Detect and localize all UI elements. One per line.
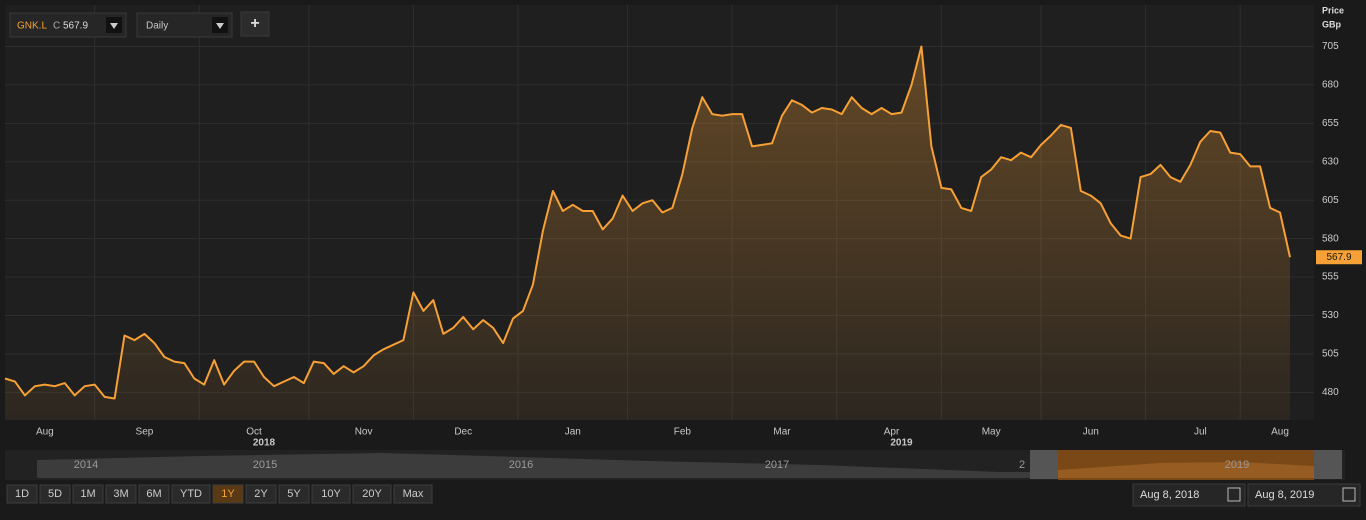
y-tick-label: 705 [1322, 41, 1339, 52]
navigator-year: 2019 [1225, 459, 1249, 471]
add-icon: + [250, 15, 259, 32]
close-price: 567.9 [63, 21, 88, 32]
range-button[interactable] [171, 484, 211, 504]
navigator-selection-silhouette [1058, 462, 1314, 478]
range-button-label: 5Y [287, 488, 301, 500]
range-button[interactable] [278, 484, 310, 504]
range-button-label: 20Y [362, 488, 382, 500]
navigator-handle-right[interactable] [1314, 450, 1342, 479]
range-button[interactable] [212, 484, 244, 504]
navigator-year: 2 [1019, 459, 1025, 471]
range-button-label: 1Y [221, 488, 235, 500]
navigator-year: 2016 [509, 459, 533, 471]
x-tick-label: Aug [1271, 427, 1289, 438]
range-button[interactable] [138, 484, 170, 504]
y-tick-label: 655 [1322, 118, 1339, 129]
symbol: GNK.L [17, 21, 47, 32]
date-from-box[interactable] [1132, 483, 1246, 507]
x-tick-label: Feb [674, 427, 692, 438]
y-tick-label: 555 [1322, 272, 1339, 283]
x-tick-label: Oct [246, 427, 262, 438]
navigator-handle-left[interactable] [1030, 450, 1058, 479]
interval: Daily [146, 21, 168, 32]
y-tick-label: 530 [1322, 310, 1339, 321]
x-tick-label: May [982, 427, 1001, 438]
x-tick-label: Jul [1194, 427, 1207, 438]
last-price-label: 567.9 [1326, 252, 1351, 263]
navigator-year: 2015 [253, 459, 277, 471]
price-line [4, 45, 1291, 400]
y-tick-label: 605 [1322, 195, 1339, 206]
range-button[interactable] [393, 484, 433, 504]
x-tick-label: Mar [773, 427, 791, 438]
range-button[interactable] [72, 484, 104, 504]
range-button-label: 10Y [321, 488, 341, 500]
y-tick-label: 680 [1322, 80, 1339, 91]
x-tick-label: Jan [565, 427, 581, 438]
y-tick-label: 505 [1322, 349, 1339, 360]
date-to-box[interactable] [1247, 483, 1361, 507]
y-axis-title: Price [1322, 5, 1344, 15]
range-button[interactable] [245, 484, 277, 504]
date-to: Aug 8, 2019 [1255, 489, 1314, 501]
x-tick-label: Apr [884, 427, 900, 438]
area [5, 46, 1290, 420]
x-tick-label: Aug [36, 427, 54, 438]
dropdown-arrow [110, 23, 118, 29]
range-button[interactable] [6, 484, 38, 504]
x-tick-label: Jun [1083, 427, 1099, 438]
y-tick-label: 580 [1322, 233, 1339, 244]
navigator-silhouette [37, 453, 1030, 478]
dropdown-arrow [216, 23, 224, 29]
x-year-label: 2018 [253, 438, 276, 449]
x-tick-label: Sep [136, 427, 154, 438]
range-button-label: YTD [180, 488, 202, 500]
x-tick-label: Nov [355, 427, 373, 438]
range-button-label: 5D [48, 488, 62, 500]
date-from: Aug 8, 2018 [1140, 489, 1199, 501]
range-button-label: 1D [15, 488, 29, 500]
navigator-year: 2017 [765, 459, 789, 471]
range-button[interactable] [352, 484, 392, 504]
x-tick-label: Dec [454, 427, 472, 438]
navigator-year: 2014 [74, 459, 98, 471]
range-button-label: 6M [146, 488, 161, 500]
calendar-icon[interactable] [1227, 487, 1241, 502]
y-axis-unit: GBp [1322, 19, 1342, 29]
y-tick-label: 480 [1322, 387, 1339, 398]
x-year-label: 2019 [890, 438, 913, 449]
range-button-label: 3M [113, 488, 128, 500]
y-tick-label: 630 [1322, 156, 1339, 167]
range-button-label: 2Y [254, 488, 268, 500]
range-button-label: 1M [80, 488, 95, 500]
range-button[interactable] [311, 484, 351, 504]
range-button[interactable] [39, 484, 71, 504]
calendar-icon[interactable] [1342, 487, 1356, 502]
add-button[interactable] [240, 11, 270, 37]
range-button[interactable] [105, 484, 137, 504]
range-button-label: Max [403, 488, 424, 500]
last-price-box [1316, 250, 1362, 265]
close-prefix: C [53, 21, 60, 32]
